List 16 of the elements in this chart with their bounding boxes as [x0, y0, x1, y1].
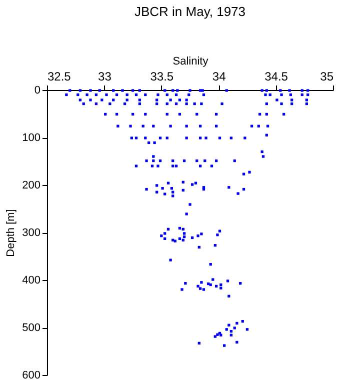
y-tick-label: 200: [22, 180, 40, 192]
x-tick-label: 34.5: [264, 70, 288, 84]
x-tick-label: 33.5: [150, 70, 174, 84]
chart-title: JBCR in May, 1973: [134, 4, 246, 19]
x-tick-label: 35: [320, 70, 334, 84]
x-tick-label: 33: [98, 70, 112, 84]
y-tick-label: 0: [34, 84, 40, 96]
x-axis-title: Salinity: [172, 56, 209, 68]
y-axis-title: Depth [m]: [5, 209, 18, 257]
y-tick-label: 100: [22, 132, 40, 144]
y-tick-label: 300: [22, 227, 40, 239]
x-tick-label: 32.5: [48, 70, 72, 84]
x-tick-label: 34: [212, 70, 226, 84]
y-tick-label: 600: [22, 370, 40, 382]
y-tick-label: 400: [22, 274, 40, 286]
y-tick-label: 500: [22, 322, 40, 334]
